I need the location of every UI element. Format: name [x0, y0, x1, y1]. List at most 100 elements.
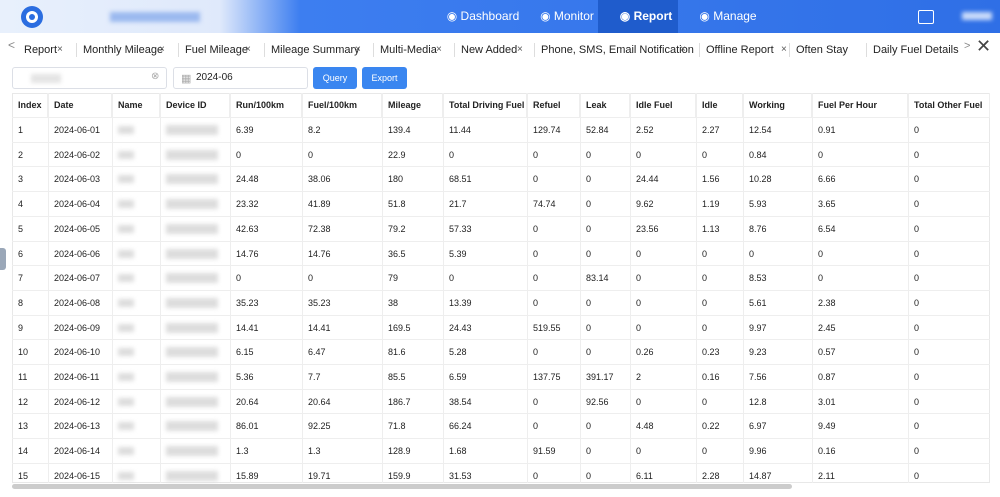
table-cell: 0: [586, 421, 592, 432]
search-input[interactable]: ⊗: [12, 67, 167, 89]
clear-icon[interactable]: ⊗: [151, 71, 160, 82]
row-divider: [12, 289, 990, 291]
tab[interactable]: Often Stay: [796, 44, 848, 56]
column-header[interactable]: Mileage: [382, 93, 443, 117]
export-button[interactable]: Export: [362, 67, 407, 89]
nav-item[interactable]: ◉ Dashboard: [441, 0, 525, 33]
row-divider: [12, 191, 990, 193]
table-cell: 42.63: [236, 223, 259, 234]
table-cell: 9.49: [818, 421, 836, 432]
column-header[interactable]: Idle: [696, 93, 743, 117]
tab-close[interactable]: ×: [517, 44, 523, 55]
name-blurred: [118, 348, 134, 357]
table-cell: 0.87: [818, 372, 836, 382]
tab-close[interactable]: ×: [159, 44, 165, 55]
date-input[interactable]: ▦ 2024-06: [173, 67, 308, 89]
tab[interactable]: Mileage Summary: [271, 44, 360, 56]
table-cell: 20.64: [236, 396, 259, 407]
table-cell: 0: [914, 446, 920, 457]
tab[interactable]: Report: [24, 44, 58, 56]
tab-close[interactable]: ×: [680, 44, 686, 55]
device-id-blurred: [166, 174, 218, 185]
table-cell: 0: [533, 248, 539, 259]
table-cell: 14.87: [749, 470, 772, 481]
table-cell: 2024-06-03: [54, 174, 101, 185]
table-cell: 38.06: [308, 174, 331, 185]
tab-close[interactable]: ×: [57, 44, 63, 55]
table-cell: 128.9: [388, 446, 411, 457]
h-scrollbar[interactable]: [12, 484, 792, 489]
column-header[interactable]: Total Other Fuel: [908, 93, 990, 117]
tab[interactable]: New Added: [461, 44, 518, 56]
column-header[interactable]: Fuel/100km: [302, 93, 382, 117]
column-header[interactable]: Idle Fuel: [630, 93, 696, 117]
device-id-blurred: [166, 446, 218, 457]
table-cell: 0: [636, 446, 642, 457]
tab-close[interactable]: ×: [355, 44, 361, 55]
column-divider: [160, 93, 161, 483]
tab[interactable]: Offline Report: [706, 44, 774, 56]
nav-item[interactable]: ◉ Report: [614, 0, 678, 33]
nav-icon: ◉: [446, 9, 461, 23]
table-cell: 0: [533, 297, 539, 308]
table-cell: 13: [18, 421, 29, 432]
device-id-blurred: [166, 248, 218, 259]
table-cell: 0: [533, 421, 539, 432]
table-cell: 2024-06-06: [54, 248, 101, 259]
nav-label: Report: [633, 9, 673, 23]
table-cell: 0: [818, 149, 824, 160]
table-cell: 12.8: [749, 396, 767, 407]
column-header[interactable]: Date: [48, 93, 112, 117]
table-cell: 0: [636, 297, 642, 308]
table-cell: 36.5: [388, 248, 406, 259]
column-header[interactable]: Run/100km: [230, 93, 302, 117]
table-cell: 35.23: [308, 297, 331, 308]
tab-close[interactable]: ×: [436, 44, 442, 55]
table-cell: 0: [818, 273, 824, 284]
column-header[interactable]: Fuel Per Hour: [812, 93, 908, 117]
column-header[interactable]: Index: [12, 93, 48, 117]
tab[interactable]: Fuel Mileage: [185, 44, 248, 56]
close-all[interactable]: ✕: [976, 36, 992, 56]
tab-close[interactable]: ×: [781, 44, 787, 55]
column-header[interactable]: Working: [743, 93, 812, 117]
column-header[interactable]: Refuel: [527, 93, 580, 117]
device-id-blurred: [166, 421, 218, 432]
side-toggle[interactable]: [0, 248, 6, 270]
column-header[interactable]: Total Driving Fuel: [443, 93, 527, 117]
column-header[interactable]: Leak: [580, 93, 630, 117]
calendar-icon: ▦: [181, 73, 192, 85]
tab-scroll-left[interactable]: <: [8, 38, 16, 52]
tab-scroll-right[interactable]: >: [964, 40, 971, 52]
row-divider: [12, 364, 990, 365]
tab-close[interactable]: ×: [245, 44, 251, 55]
table-cell: 0: [636, 396, 642, 407]
table-cell: 6.59: [449, 372, 467, 382]
table-cell: 0: [914, 396, 920, 407]
table-cell: 0: [702, 446, 708, 457]
column-header[interactable]: Name: [112, 93, 160, 117]
table-cell: 6.47: [308, 347, 326, 358]
tab[interactable]: Monthly Mileage: [83, 44, 164, 56]
table-cell: 8.76: [749, 223, 767, 234]
query-button[interactable]: Query: [313, 67, 357, 89]
table-cell: 71.8: [388, 421, 406, 432]
tab[interactable]: Phone, SMS, Email Notification: [541, 44, 694, 56]
table-cell: 9.97: [749, 322, 767, 333]
row-divider: [12, 141, 990, 143]
column-divider: [112, 93, 113, 483]
table-cell: 24.44: [636, 174, 659, 185]
column-header[interactable]: Device ID: [160, 93, 230, 117]
table-cell: 8: [18, 297, 24, 308]
user-blurred[interactable]: [962, 12, 992, 20]
device-id-blurred: [166, 149, 218, 160]
message-icon[interactable]: [918, 10, 934, 24]
tab[interactable]: Daily Fuel Details: [873, 44, 959, 56]
tab[interactable]: Multi-Media: [380, 44, 437, 56]
nav-item[interactable]: ◉ Manage: [694, 0, 762, 33]
name-blurred: [118, 175, 134, 184]
nav-item[interactable]: ◉ Monitor: [532, 0, 602, 33]
row-divider: [12, 240, 990, 242]
column-divider: [630, 93, 631, 483]
